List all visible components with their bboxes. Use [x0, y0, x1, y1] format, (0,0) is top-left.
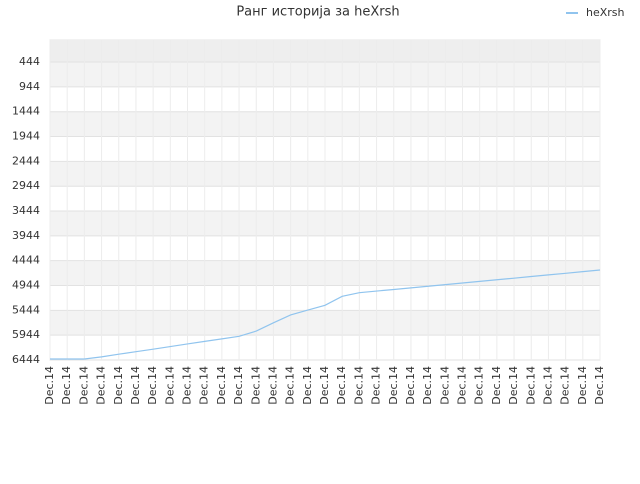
- y-tick-label: 444: [19, 55, 40, 68]
- x-tick-label: Dec.14: [456, 366, 469, 405]
- x-tick-label: Dec.14: [215, 366, 228, 405]
- y-tick-label: 1444: [12, 105, 40, 118]
- x-tick-label: Dec.14: [198, 366, 211, 405]
- x-tick-label: Dec.14: [490, 366, 503, 405]
- x-tick-label: Dec.14: [335, 366, 348, 405]
- x-tick-label: Dec.14: [318, 366, 331, 405]
- x-tick-label: Dec.14: [163, 366, 176, 405]
- x-tick-label: Dec.14: [249, 366, 262, 405]
- x-tick-label: Dec.14: [370, 366, 383, 405]
- y-tick-label: 3944: [12, 229, 40, 242]
- x-tick-label: Dec.14: [593, 366, 606, 405]
- x-tick-label: Dec.14: [284, 366, 297, 405]
- y-tick-label: 4944: [12, 279, 40, 292]
- x-tick-label: Dec.14: [421, 366, 434, 405]
- y-tick-label: 2444: [12, 154, 40, 167]
- x-tick-label: Dec.14: [266, 366, 279, 405]
- y-tick-label: 5444: [12, 303, 40, 316]
- x-tick-label: Dec.14: [438, 366, 451, 405]
- y-tick-label: 3444: [12, 204, 40, 217]
- x-tick-label: Dec.14: [146, 366, 159, 405]
- x-tick-label: Dec.14: [232, 366, 245, 405]
- y-tick-label: 5944: [12, 328, 40, 341]
- x-tick-label: Dec.14: [541, 366, 554, 405]
- chart-title: Ранг историја за heXrsh: [236, 5, 399, 20]
- x-tick-label: Dec.14: [60, 366, 73, 405]
- x-tick-label: Dec.14: [352, 366, 365, 405]
- x-tick-label: Dec.14: [387, 366, 400, 405]
- line: [50, 269, 601, 360]
- y-tick-label: 4444: [12, 254, 40, 267]
- x-tick-label: Dec.14: [301, 366, 314, 405]
- y-tick-label: 6444: [12, 353, 40, 366]
- x-tick-label: Dec.14: [129, 366, 142, 405]
- legend-label: heXrsh: [586, 6, 625, 19]
- x-tick-label: Dec.14: [43, 366, 56, 405]
- x-tick-label: Dec.14: [404, 366, 417, 405]
- x-tick-label: Dec.14: [181, 366, 194, 405]
- x-tick-label: Dec.14: [77, 366, 90, 405]
- x-tick-label: Dec.14: [507, 366, 520, 405]
- x-tick-label: Dec.14: [559, 366, 572, 405]
- x-tick-label: Dec.14: [112, 366, 125, 405]
- x-tick-label: Dec.14: [95, 366, 108, 405]
- y-tick-label: 1944: [12, 130, 40, 143]
- x-tick-label: Dec.14: [473, 366, 486, 405]
- y-tick-label: 944: [19, 80, 40, 93]
- y-tick-label: 2944: [12, 179, 40, 192]
- x-tick-label: Dec.14: [576, 366, 589, 405]
- x-tick-label: Dec.14: [524, 366, 537, 405]
